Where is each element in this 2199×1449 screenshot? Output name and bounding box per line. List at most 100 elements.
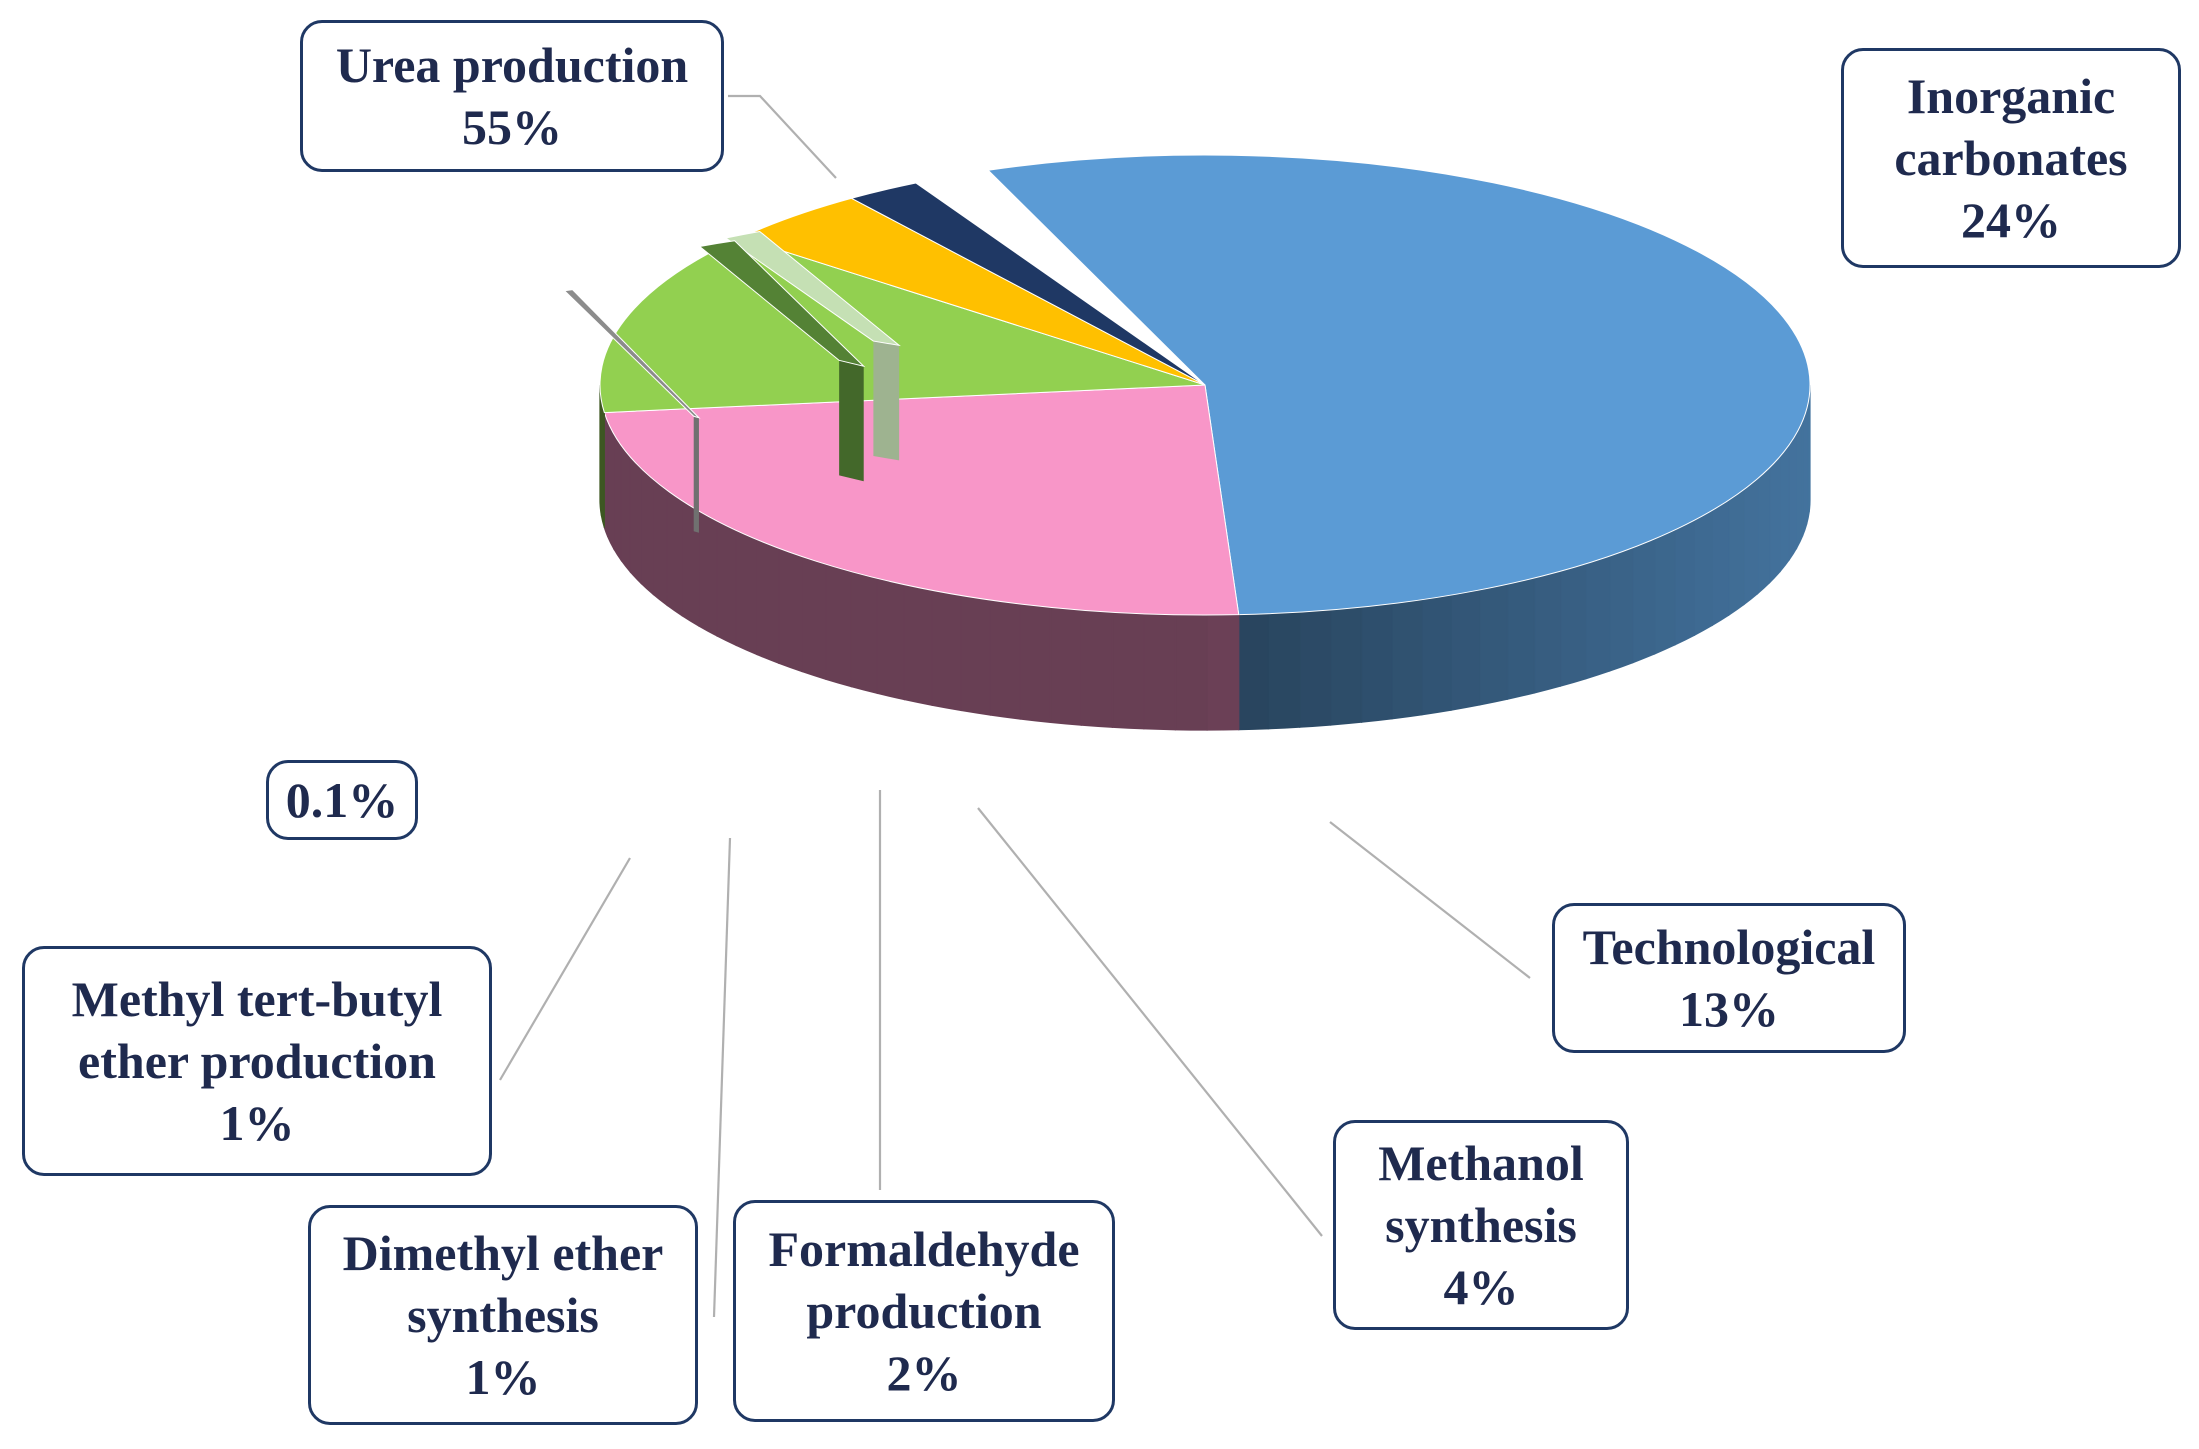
slice-dimethyl-ether-synthesis-face	[873, 341, 900, 461]
slice-inorganic-carbonates-side	[989, 599, 1021, 720]
label-urea: Urea production 55%	[300, 20, 724, 172]
slice-inorganic-carbonates-side	[931, 589, 962, 712]
slice-inorganic-carbonates-side	[607, 421, 615, 551]
slice-urea-side	[1693, 509, 1713, 637]
slice-urea-side	[1632, 537, 1656, 664]
label-mtbe-production-percent: 1%	[219, 1095, 295, 1151]
label-mtbe-production-name-line: Methyl tert-butyl	[71, 971, 443, 1027]
slice-urea-side	[1391, 599, 1423, 720]
slice-urea-side	[1609, 546, 1634, 672]
slice-inorganic-carbonates-side	[666, 488, 683, 617]
slice-inorganic-carbonates-side	[613, 431, 622, 563]
slice-inorganic-carbonates-side	[652, 477, 668, 607]
leader-line-mtbe-production	[499, 857, 631, 1081]
slice-inorganic-carbonates-top	[603, 384, 1240, 616]
label-methanol-synthesis: Methanol synthesis 4%	[1333, 1120, 1629, 1330]
slice-other-face	[693, 416, 699, 533]
slice-inorganic-carbonates-side	[629, 455, 642, 585]
slice-urea-side	[1560, 562, 1587, 687]
slice-inorganic-carbonates-side	[1143, 613, 1177, 731]
slice-mtbe-production-top	[698, 240, 866, 368]
leader-line-methanol-synthesis	[977, 807, 1323, 1237]
slice-urea-side	[1506, 577, 1536, 700]
pie-slices	[563, 154, 1811, 731]
slice-inorganic-carbonates-side	[716, 519, 737, 647]
slice-inorganic-carbonates-side	[620, 443, 631, 574]
slice-urea-side	[1360, 603, 1393, 723]
label-dimethyl-ether-synthesis-name-line: synthesis	[407, 1287, 599, 1343]
slice-other-top	[563, 289, 701, 419]
slice-mtbe-production-group	[698, 240, 866, 482]
label-formaldehyde-production-name-line: production	[806, 1283, 1042, 1339]
slice-inorganic-carbonates-side	[801, 555, 827, 681]
label-dimethyl-ether-synthesis: Dimethyl ether synthesis 1%	[308, 1205, 698, 1425]
slice-urea-side	[1533, 570, 1562, 694]
slice-inorganic-carbonates-side	[1019, 603, 1052, 724]
slice-urea-side	[1769, 454, 1781, 584]
label-urea-percent: 55%	[462, 99, 562, 155]
leader-lines	[499, 94, 1531, 1318]
label-formaldehyde-production-name-line: Formaldehyde	[768, 1221, 1080, 1277]
label-dimethyl-ether-synthesis-name-line: Dimethyl ether	[342, 1225, 664, 1281]
slice-dimethyl-ether-synthesis-group	[724, 230, 901, 461]
slice-urea-side	[1711, 498, 1730, 627]
label-methanol-synthesis-name-line: Methanol	[1378, 1135, 1584, 1191]
slice-urea-side	[1450, 589, 1481, 711]
label-inorganic-carbonates-name-line: carbonates	[1894, 130, 2128, 186]
slice-urea-side	[1796, 420, 1804, 551]
label-mtbe-production-name-line: ether production	[78, 1033, 436, 1089]
slice-urea-side	[1267, 611, 1301, 730]
slice-urea-top	[987, 154, 1811, 616]
slice-inorganic-carbonates-side	[960, 594, 991, 716]
slice-inorganic-carbonates-side	[1206, 614, 1240, 731]
slice-inorganic-carbonates-side	[778, 547, 803, 673]
slice-urea-group	[987, 154, 1811, 731]
label-formaldehyde-production-percent: 2%	[886, 1345, 962, 1401]
label-dimethyl-ether-synthesis-percent: 1%	[465, 1349, 541, 1405]
slice-inorganic-carbonates-side	[1049, 606, 1082, 726]
slice-other-group	[563, 289, 701, 533]
slice-inorganic-carbonates-side	[735, 529, 758, 656]
slice-urea-side	[1654, 528, 1676, 655]
label-methanol-synthesis-percent: 4%	[1443, 1259, 1519, 1315]
slice-mtbe-production-face	[839, 360, 864, 482]
leader-line-dimethyl-ether-synthesis	[712, 837, 732, 1318]
slice-inorganic-carbonates-side	[756, 538, 780, 665]
slice-inorganic-carbonates-side	[825, 563, 852, 688]
slice-urea-side	[1479, 583, 1509, 706]
slice-urea-side	[1299, 609, 1332, 728]
label-inorganic-carbonates-percent: 24%	[1961, 192, 2061, 248]
slice-inorganic-carbonates-side	[850, 570, 878, 695]
slice-urea-side	[1757, 465, 1771, 595]
slice-inorganic-carbonates-side	[698, 509, 718, 637]
slice-urea-side	[1728, 488, 1745, 617]
slice-urea-side	[1674, 519, 1696, 646]
slice-inorganic-carbonates-group	[603, 384, 1240, 731]
slice-urea-side	[1801, 408, 1808, 537]
label-formaldehyde-production: Formaldehyde production 2%	[733, 1200, 1115, 1422]
slice-urea-side	[1779, 442, 1790, 573]
label-methanol-synthesis-name-line: synthesis	[1385, 1197, 1577, 1253]
slice-urea-side	[1238, 613, 1269, 731]
label-technological-percent: 13%	[1679, 981, 1779, 1037]
slice-urea-side	[1421, 594, 1452, 716]
label-inorganic-carbonates-name-line: Inorganic	[1906, 68, 2116, 124]
label-other-percent: 0.1%	[285, 772, 399, 828]
slice-urea-side	[1788, 430, 1798, 562]
slice-inorganic-carbonates-side	[1080, 609, 1114, 728]
slice-urea-side	[1330, 606, 1363, 726]
label-other: 0.1%	[266, 760, 418, 840]
leader-line-technological	[1329, 821, 1531, 979]
label-technological-name-line: Technological	[1582, 919, 1876, 975]
slice-dimethyl-ether-synthesis-top	[724, 230, 901, 347]
slice-inorganic-carbonates-side	[876, 577, 905, 701]
slice-urea-side	[1743, 477, 1759, 606]
label-inorganic-carbonates: Inorganic carbonates 24%	[1841, 48, 2181, 268]
leader-line-urea	[728, 94, 837, 179]
slice-inorganic-carbonates-side	[1174, 614, 1208, 731]
slice-inorganic-carbonates-side	[1111, 611, 1145, 730]
label-technological: Technological 13%	[1552, 903, 1906, 1053]
slice-inorganic-carbonates-side	[640, 466, 654, 596]
slice-formaldehyde-production-group	[850, 182, 1206, 386]
